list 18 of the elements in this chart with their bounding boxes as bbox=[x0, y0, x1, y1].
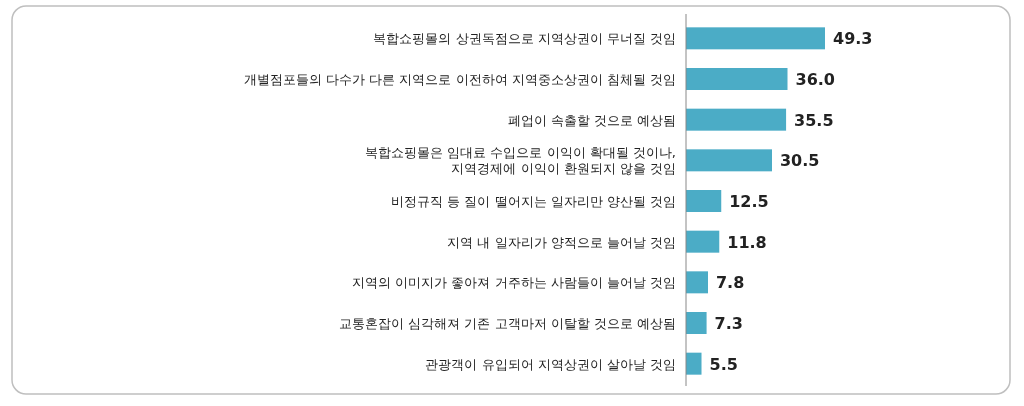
data-label: 35.5 bbox=[794, 110, 834, 130]
y-tick-label: 복합쇼핑몰의 상권독점으로 지역상권이 무너질 것임 bbox=[373, 31, 676, 47]
data-label: 7.8 bbox=[715, 273, 745, 293]
data-label: 30.5 bbox=[779, 151, 820, 171]
y-tick-label: 지역 내 일자리가 양적으로 늘어날 것임 bbox=[447, 234, 676, 250]
data-label: 36.0 bbox=[795, 70, 835, 89]
data-label: 49.3 bbox=[833, 29, 873, 49]
y-tick-label: 폐업이 속출할 것으로 예상됨 bbox=[507, 112, 676, 128]
data-label: 5.5 bbox=[709, 354, 738, 374]
y-tick-label: 지역의 이미지가 좋아져 거주하는 사람들이 늘어날 것임 bbox=[352, 275, 676, 291]
y-tick-label: 비정규직 등 질이 떨어지는 일자리만 양산될 것임 bbox=[391, 194, 676, 209]
data-label: 12.5 bbox=[729, 192, 769, 211]
y-tick-label: 복합쇼핑몰은 임대료 수입으로 이익이 확대될 것이나, 지역경제에 이익이 환원되지 않을 것임 bbox=[365, 145, 676, 177]
data-label: 7.3 bbox=[714, 314, 743, 333]
data-label: 11.8 bbox=[727, 232, 767, 252]
y-tick-label: 개별점포들의 다수가 다른 지역으로 이전하여 지역중소상권이 침체될 것임 bbox=[244, 72, 676, 87]
y-tick-label: 관광객이 유입되어 지역상권이 살아날 것임 bbox=[425, 356, 676, 372]
y-tick-label: 교통혼잡이 심각해져 기존 고객마저 이탈할 것으로 예상됨 bbox=[339, 316, 676, 331]
